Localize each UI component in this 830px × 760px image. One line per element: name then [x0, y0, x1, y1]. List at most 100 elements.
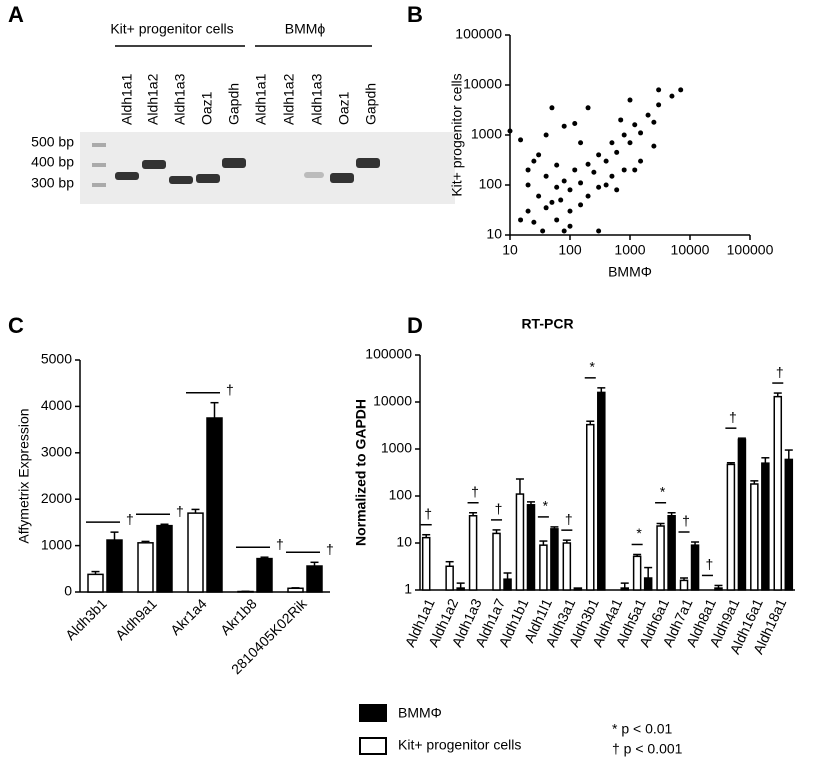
- point: [549, 105, 555, 111]
- bar: [187, 512, 204, 593]
- point: [543, 132, 549, 138]
- lane-label: Aldh1a3: [309, 73, 325, 125]
- y-axis-label: Affymetrix Expression: [16, 408, 32, 543]
- bar: [287, 587, 304, 593]
- point: [638, 130, 644, 136]
- sig-marker: †: [176, 503, 184, 519]
- y-tick-label: 5000: [41, 351, 72, 367]
- sig-marker: †: [729, 409, 737, 425]
- x-tick-label: Aldh3b1: [62, 595, 110, 643]
- point: [567, 187, 573, 193]
- point: [578, 202, 584, 208]
- bar: [539, 544, 548, 591]
- point: [645, 112, 651, 118]
- bar: [656, 525, 665, 591]
- point: [585, 105, 591, 111]
- bar: [526, 504, 536, 591]
- point: [536, 193, 542, 199]
- lane-label: Aldh1a2: [281, 73, 297, 125]
- y-tick-label: 100000: [365, 346, 412, 362]
- sig-marker: †: [326, 541, 334, 557]
- bar: [468, 515, 478, 591]
- point: [596, 184, 602, 190]
- point: [531, 219, 537, 225]
- point: [536, 152, 542, 158]
- lane-label: Aldh1a1: [119, 73, 135, 125]
- bar: [690, 544, 700, 591]
- point: [609, 140, 615, 146]
- sig-marker: †: [776, 364, 784, 380]
- y-tick-label: 4000: [41, 397, 72, 413]
- sig-marker: †: [706, 556, 714, 572]
- sig-marker: †: [276, 536, 284, 552]
- point: [621, 167, 627, 173]
- note: † p < 0.001: [612, 741, 683, 757]
- point: [596, 152, 602, 158]
- bar: [445, 565, 454, 591]
- point: [572, 120, 578, 126]
- y-tick-label: 0: [64, 583, 72, 599]
- bar: [737, 438, 747, 591]
- point: [531, 158, 537, 164]
- gel-bands: [92, 143, 380, 187]
- y-tick-label: 100000: [455, 26, 502, 42]
- point: [558, 197, 564, 203]
- x-tick-label: 100000: [727, 242, 774, 258]
- sig-marker: *: [543, 498, 549, 514]
- y-tick-label: 1000: [381, 440, 412, 456]
- gel-group: BMMϕ: [285, 21, 326, 37]
- bar: [515, 493, 525, 591]
- point: [554, 217, 560, 223]
- bar: [667, 515, 676, 591]
- y-tick-label: 10000: [373, 393, 412, 409]
- point: [585, 161, 591, 167]
- y-tick-label: 100: [479, 176, 503, 192]
- point: [554, 184, 560, 190]
- x-axis-label: BMMΦ: [608, 264, 652, 280]
- y-tick-label: 100: [389, 487, 413, 503]
- bar: [106, 539, 123, 593]
- point: [678, 87, 684, 93]
- bar: [550, 528, 559, 591]
- y-axis-label: Normalized to GAPDH: [353, 399, 369, 546]
- bar: [586, 423, 595, 591]
- bar: [156, 524, 173, 593]
- x-tick-label: 1000: [614, 242, 645, 258]
- bar: [679, 579, 689, 591]
- y-tick-label: 1000: [41, 536, 72, 552]
- lane-label: Oaz1: [336, 91, 352, 125]
- point: [540, 228, 546, 234]
- sig-marker: †: [565, 511, 573, 527]
- point: [656, 102, 662, 108]
- bar: [306, 565, 323, 593]
- bar: [784, 458, 794, 591]
- point: [609, 173, 615, 179]
- point: [543, 205, 549, 211]
- legend-swatch: [359, 704, 387, 722]
- bar: [503, 578, 512, 591]
- sig-marker: *: [660, 483, 666, 499]
- point: [669, 93, 675, 99]
- legend-swatch: [359, 737, 387, 755]
- bar: [206, 417, 223, 593]
- point: [585, 193, 591, 199]
- bar: [456, 587, 465, 591]
- point: [603, 182, 609, 188]
- note: * p < 0.01: [612, 721, 673, 737]
- point: [632, 122, 638, 128]
- bp-marker: 300 bp: [31, 175, 74, 191]
- panel-label: D: [407, 313, 423, 338]
- point: [572, 167, 578, 173]
- y-tick-label: 1000: [471, 126, 502, 142]
- legend-label: Kit+ progenitor cells: [398, 737, 521, 753]
- panel-label: C: [8, 313, 24, 338]
- bar: [492, 532, 501, 591]
- sig-marker: †: [682, 513, 690, 529]
- lane-label: Gapdh: [226, 83, 242, 125]
- x-tick-label: Akr1a4: [167, 595, 210, 638]
- point: [567, 223, 573, 229]
- lane-label: Oaz1: [199, 91, 215, 125]
- sig-marker: *: [636, 525, 642, 541]
- point: [561, 228, 567, 234]
- point: [543, 173, 549, 179]
